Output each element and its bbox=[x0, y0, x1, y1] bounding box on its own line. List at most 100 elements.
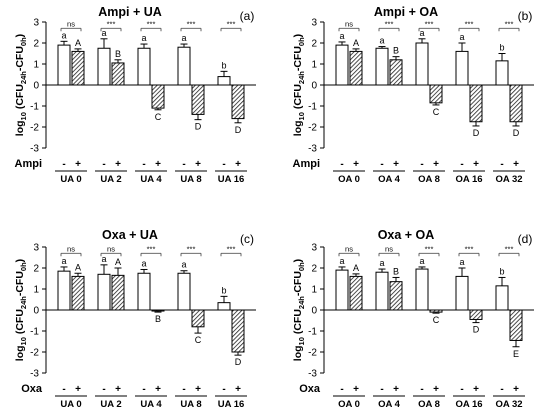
treatment-sign: - bbox=[340, 384, 343, 395]
y-tick-label: -2 bbox=[308, 348, 317, 359]
significance-letter: a bbox=[61, 30, 66, 40]
bar bbox=[137, 272, 151, 311]
treatment-sign: + bbox=[115, 384, 121, 395]
treatment-sign: - bbox=[182, 159, 185, 170]
significance-letter: A bbox=[353, 263, 359, 273]
treatment-sign: - bbox=[222, 384, 225, 395]
chart-title: Ampi + OA bbox=[374, 5, 438, 19]
y-tick-label: 3 bbox=[33, 18, 39, 29]
treatment-sign: + bbox=[235, 384, 241, 395]
treatment-sign: + bbox=[155, 384, 161, 395]
bar bbox=[415, 268, 429, 311]
significance-mark: ns bbox=[385, 244, 393, 253]
treatment-sign: + bbox=[433, 384, 439, 395]
significance-letter: B bbox=[393, 266, 399, 276]
group-label: OA 0 bbox=[338, 399, 360, 410]
treatment-sign: + bbox=[75, 384, 81, 395]
group-label: OA 32 bbox=[495, 399, 522, 410]
significance-letter: a bbox=[339, 256, 344, 266]
bar bbox=[349, 50, 363, 86]
group-label: OA 16 bbox=[455, 399, 482, 410]
bar bbox=[349, 275, 363, 311]
bar bbox=[217, 302, 231, 311]
treatment-sign: + bbox=[353, 384, 359, 395]
y-tick-label: -3 bbox=[308, 144, 317, 155]
y-tick-label: -3 bbox=[30, 369, 39, 380]
bar bbox=[151, 309, 165, 312]
significance-letter: D bbox=[235, 357, 242, 367]
group-label: UA 2 bbox=[100, 399, 121, 410]
treatment-label: Ampi bbox=[293, 158, 321, 170]
group-label: UA 8 bbox=[180, 399, 201, 410]
chart-panel: Oxa + OA (d) -3 -2 -1 0 1 2 3 log10 (CFU24h-CFU0h… bbox=[292, 228, 534, 410]
significance-mark: ns bbox=[67, 244, 75, 253]
y-tick-label: -2 bbox=[30, 348, 39, 359]
significance-letter: a bbox=[181, 260, 186, 270]
y-tick-label: 1 bbox=[311, 60, 317, 71]
significance-mark: *** bbox=[227, 244, 236, 253]
y-tick-label: 1 bbox=[311, 285, 317, 296]
bar bbox=[177, 46, 191, 86]
significance-letter: D bbox=[195, 122, 202, 132]
treatment-sign: + bbox=[235, 159, 241, 170]
chart-title: Oxa + OA bbox=[378, 228, 435, 242]
treatment-sign: - bbox=[102, 159, 105, 170]
significance-letter: a bbox=[419, 28, 424, 38]
bar bbox=[509, 309, 523, 341]
significance-mark: ns bbox=[345, 19, 353, 28]
panel-label: (c) bbox=[240, 232, 254, 246]
y-tick-label: -3 bbox=[308, 369, 317, 380]
bar bbox=[429, 309, 443, 313]
bar bbox=[57, 44, 71, 86]
significance-mark: ns bbox=[67, 19, 75, 28]
significance-letter: a bbox=[141, 258, 146, 268]
bar bbox=[217, 76, 231, 86]
bar bbox=[469, 309, 483, 320]
treatment-sign: + bbox=[393, 384, 399, 395]
significance-letter: a bbox=[459, 257, 464, 267]
y-tick-label: 1 bbox=[33, 60, 39, 71]
significance-mark: *** bbox=[425, 244, 434, 253]
treatment-sign: + bbox=[155, 159, 161, 170]
treatment-sign: - bbox=[420, 159, 423, 170]
significance-mark: *** bbox=[187, 244, 196, 253]
bar bbox=[495, 285, 509, 311]
treatment-sign: - bbox=[62, 159, 65, 170]
y-tick-label: -1 bbox=[30, 102, 39, 113]
group-label: OA 4 bbox=[378, 399, 401, 410]
treatment-sign: - bbox=[380, 159, 383, 170]
bar bbox=[151, 84, 165, 109]
treatment-sign: - bbox=[142, 384, 145, 395]
significance-letter: B bbox=[155, 314, 161, 324]
y-axis-label: log10 (CFU24h-CFU0h) bbox=[14, 34, 28, 136]
treatment-sign: + bbox=[433, 159, 439, 170]
treatment-sign: - bbox=[62, 384, 65, 395]
y-tick-label: -2 bbox=[30, 123, 39, 134]
treatment-sign: + bbox=[473, 159, 479, 170]
significance-letter: C bbox=[195, 335, 202, 345]
significance-mark: *** bbox=[107, 19, 116, 28]
chart-panel: Oxa + UA (c) -3 -2 -1 0 1 2 3 log10 (CFU24h-CFU0h… bbox=[14, 228, 256, 410]
significance-mark: *** bbox=[187, 19, 196, 28]
significance-letter: b bbox=[221, 285, 226, 295]
significance-letter: D bbox=[473, 128, 480, 138]
significance-letter: a bbox=[141, 33, 146, 43]
significance-letter: a bbox=[459, 32, 464, 42]
y-tick-label: -3 bbox=[30, 144, 39, 155]
treatment-sign: - bbox=[182, 384, 185, 395]
significance-letter: C bbox=[433, 107, 440, 117]
y-tick-label: 1 bbox=[33, 285, 39, 296]
significance-letter: E bbox=[513, 349, 519, 359]
bar bbox=[97, 47, 111, 86]
significance-mark: *** bbox=[425, 19, 434, 28]
y-tick-label: 0 bbox=[33, 306, 39, 317]
group-label: UA 0 bbox=[60, 399, 81, 410]
bar bbox=[231, 309, 245, 353]
treatment-label: Ampi bbox=[15, 158, 43, 170]
significance-letter: A bbox=[115, 257, 121, 267]
y-tick-label: 3 bbox=[33, 243, 39, 254]
bar bbox=[375, 271, 389, 311]
group-label: OA 4 bbox=[378, 174, 401, 185]
treatment-sign: + bbox=[353, 159, 359, 170]
group-label: UA 4 bbox=[140, 174, 162, 185]
